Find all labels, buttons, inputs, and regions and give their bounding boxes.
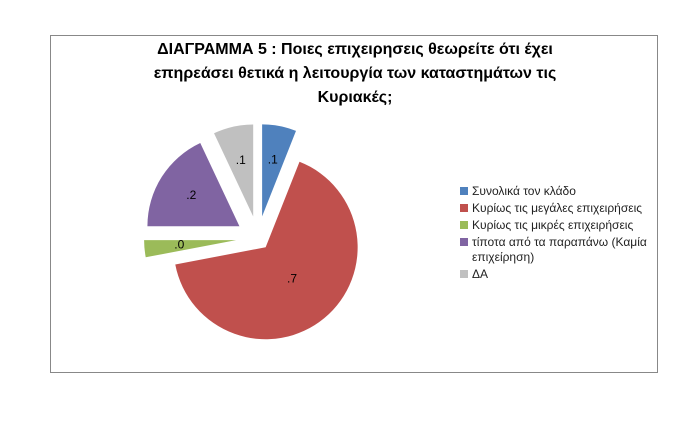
data-label: .2 (186, 188, 196, 202)
data-label: .0 (174, 238, 184, 252)
pie-slice (175, 161, 358, 340)
legend-label: Συνολικά τον κλάδο (472, 184, 576, 198)
chart-title: ΔΙΑΓΡΑΜΜΑ 5 : Ποιες επιχειρησεις θεωρείτ… (153, 41, 557, 106)
chart-frame (50, 35, 658, 373)
legend-label: τίποτα από τα παραπάνω (Καμία επιχείρηση… (472, 235, 647, 264)
pie-slice (144, 240, 237, 258)
pie-slice (262, 124, 296, 217)
legend-swatch (460, 270, 468, 278)
data-label: .1 (236, 153, 246, 167)
legend: Συνολικά τον κλάδο Κυρίως τις μεγάλες επι… (460, 184, 655, 284)
pie-slice (147, 142, 240, 227)
pie-slice (214, 124, 254, 217)
legend-swatch (460, 187, 468, 195)
legend-entry: Συνολικά τον κλάδο (460, 184, 655, 199)
legend-label: ΔΑ (472, 267, 489, 281)
legend-entry: Κυρίως τις μικρές επιχειρήσεις (460, 218, 655, 233)
legend-entry: Κυρίως τις μεγάλες επιχειρήσεις (460, 201, 655, 216)
data-label: .1 (268, 153, 278, 167)
legend-entry: τίποτα από τα παραπάνω (Καμία επιχείρηση… (460, 235, 655, 265)
data-label: .7 (287, 271, 297, 285)
legend-label: Κυρίως τις μικρές επιχειρήσεις (472, 218, 634, 232)
legend-swatch (460, 221, 468, 229)
legend-entry: ΔΑ (460, 267, 655, 282)
legend-swatch (460, 204, 468, 212)
legend-label: Κυρίως τις μεγάλες επιχειρήσεις (472, 201, 643, 215)
legend-swatch (460, 238, 468, 246)
